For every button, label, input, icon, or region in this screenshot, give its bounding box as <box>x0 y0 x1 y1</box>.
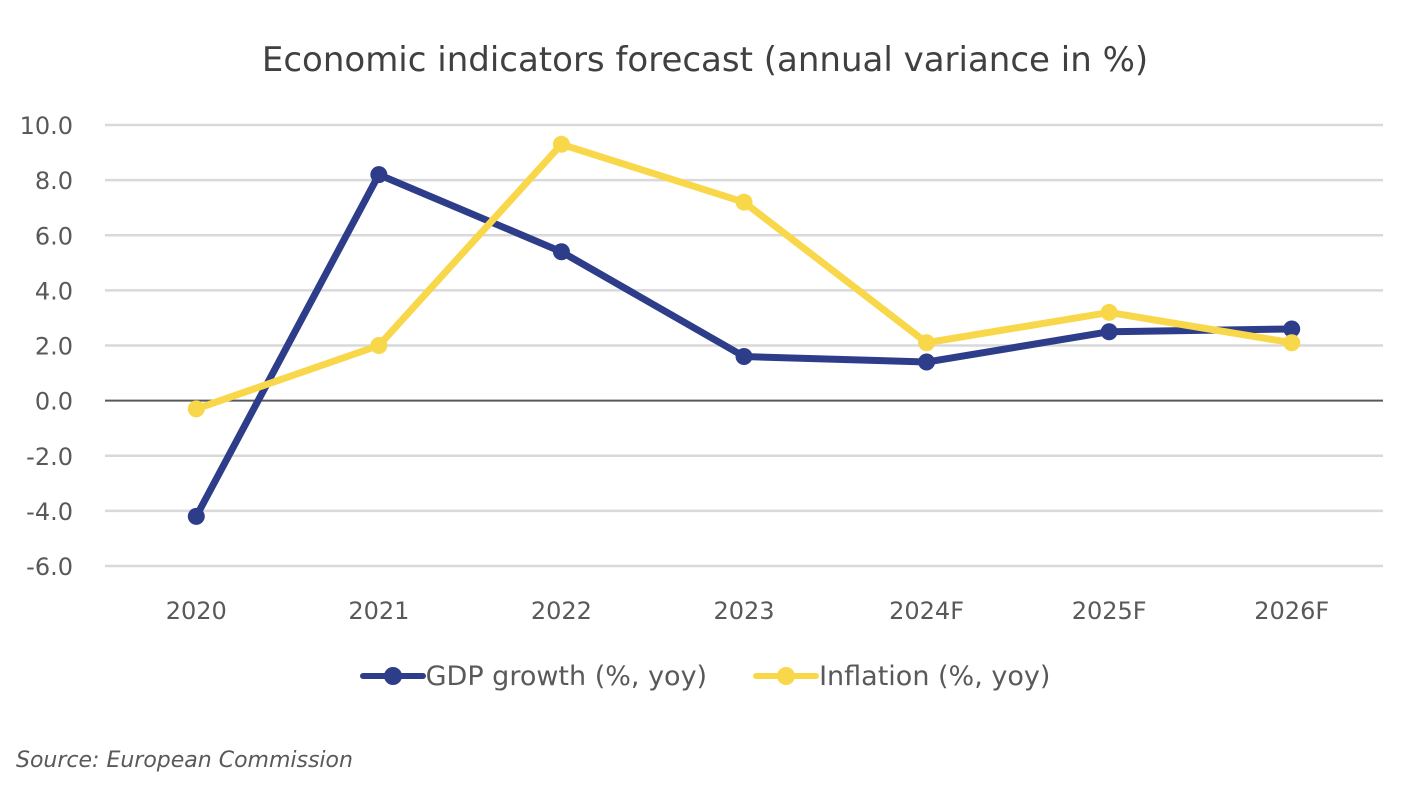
data-point <box>187 507 205 525</box>
y-axis-tick-labels: 10.0 8.0 6.0 4.0 2.0 0.0 -2.0 -4.0 -6.0 <box>20 112 73 581</box>
gridlines <box>105 123 1383 568</box>
source-note: Source: European Commission <box>16 748 353 773</box>
y-tick-label: 0.0 <box>35 388 73 416</box>
data-point <box>370 337 388 354</box>
data-point <box>1100 303 1118 321</box>
series-inflation <box>187 135 1301 418</box>
y-tick-label: 8.0 <box>35 167 73 195</box>
data-point <box>918 353 936 371</box>
data-point <box>918 334 936 352</box>
y-tick-label: -6.0 <box>26 553 73 581</box>
y-tick-label: 2.0 <box>35 333 73 361</box>
series-lines <box>187 135 1301 525</box>
y-tick-label: 4.0 <box>35 277 73 305</box>
x-tick-label: 2023 <box>713 597 774 625</box>
data-point <box>370 166 388 184</box>
y-tick-label: -2.0 <box>26 443 73 471</box>
data-point <box>552 243 570 261</box>
x-tick-label: 2026F <box>1254 597 1329 625</box>
legend-swatch-inflation <box>753 656 820 696</box>
series-gdp-growth <box>187 166 1301 525</box>
x-tick-label: 2020 <box>166 597 227 625</box>
data-point <box>1100 323 1118 341</box>
y-tick-label: -4.0 <box>26 498 73 526</box>
series-line <box>192 140 1296 413</box>
x-axis-tick-labels: 2020 2021 2022 2023 2024F 2025F 2026F <box>166 597 1329 625</box>
y-tick-label: 10.0 <box>20 112 73 140</box>
x-tick-label: 2021 <box>348 597 409 625</box>
x-tick-label: 2022 <box>531 597 592 625</box>
legend: GDP growth (%, yoy) Inflation (%, yoy) <box>0 656 1410 696</box>
data-point <box>735 348 753 366</box>
x-tick-label: 2024F <box>889 597 964 625</box>
chart-title: Economic indicators forecast (annual var… <box>261 40 1149 80</box>
data-point <box>735 193 753 211</box>
y-tick-label: 6.0 <box>35 222 73 250</box>
legend-item-gdp: GDP growth (%, yoy) <box>359 656 708 696</box>
legend-label-gdp: GDP growth (%, yoy) <box>425 660 708 692</box>
data-point <box>1283 320 1301 338</box>
data-point <box>552 135 570 153</box>
data-point <box>1283 334 1301 352</box>
legend-swatch-gdp <box>359 656 426 696</box>
legend-label-inflation: Inflation (%, yoy) <box>819 660 1051 692</box>
legend-item-inflation: Inflation (%, yoy) <box>753 656 1050 696</box>
x-tick-label: 2025F <box>1072 597 1147 625</box>
data-point <box>187 400 205 418</box>
